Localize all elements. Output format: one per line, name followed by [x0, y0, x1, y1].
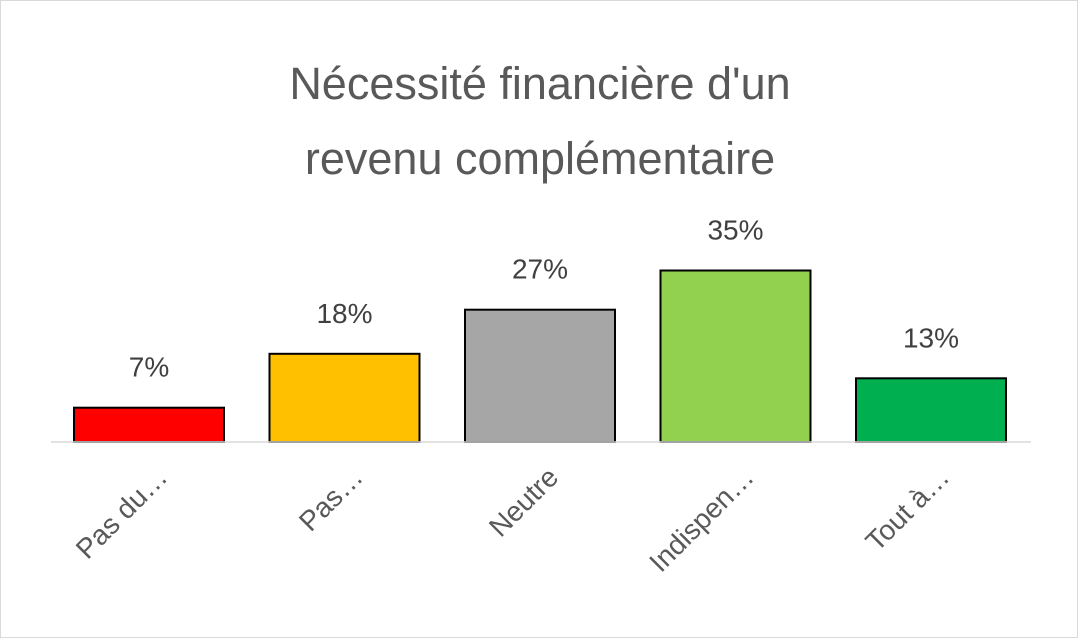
x-tick-label-2: Pas… [293, 461, 369, 537]
bar-3 [464, 308, 616, 444]
data-label-2: 18% [316, 298, 372, 329]
data-label-3: 27% [512, 254, 568, 285]
chart-title-line-2: revenu complémentaire [305, 133, 775, 184]
bar-1 [73, 406, 225, 444]
x-tick-label-5: Tout à… [860, 461, 956, 557]
bars-group [73, 269, 1007, 444]
data-labels-group: 7% 18% 27% 35% 13% [129, 215, 959, 383]
bar-2 [268, 352, 421, 443]
x-tick-labels-group: Pas du… Pas… Neutre Indispen… Tout à… [70, 461, 955, 578]
data-label-4: 35% [707, 215, 763, 246]
x-tick-label-3: Neutre [483, 461, 564, 542]
bar-5 [855, 377, 1007, 443]
x-tick-label-1: Pas du… [70, 461, 173, 564]
chart-title-line-1: Nécessité financière d'un [289, 58, 790, 109]
bar-4 [659, 269, 812, 443]
data-label-5: 13% [903, 322, 959, 353]
x-tick-label-4: Indispen… [643, 461, 760, 578]
data-label-1: 7% [129, 352, 169, 383]
